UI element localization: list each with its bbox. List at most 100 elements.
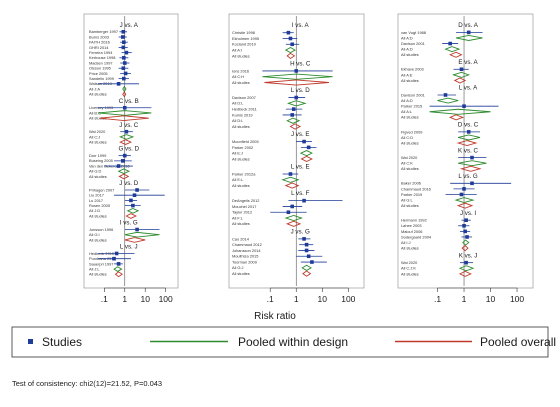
comparison-title: E vs. A xyxy=(458,59,478,66)
study-point xyxy=(462,104,466,108)
tick-label: 1 xyxy=(122,294,127,304)
pooled-overall-diamond xyxy=(122,91,127,98)
study-label: All studies xyxy=(401,78,419,83)
study-label: All studies xyxy=(401,246,419,251)
study-label: All studies xyxy=(232,183,250,188)
comparison-title: J vs. A xyxy=(120,22,139,29)
pooled-within-diamond xyxy=(451,71,471,78)
study-label: All I:J xyxy=(401,240,411,245)
pooled-within-diamond xyxy=(454,197,475,204)
study-point xyxy=(135,227,139,232)
legend: Studies Pooled within design Pooled over… xyxy=(11,326,556,358)
pooled-overall-diamond xyxy=(289,123,302,130)
study-label: All A:D xyxy=(401,35,413,40)
x-axis-1: .1 1 10 100 xyxy=(101,287,173,304)
study-point xyxy=(465,235,469,239)
pooled-within-diamond xyxy=(262,73,333,80)
study-point xyxy=(286,30,291,35)
x-axis-2: .1 1 10 100 xyxy=(267,287,356,304)
study-point xyxy=(306,145,311,150)
pooled-within-diamond xyxy=(281,176,300,183)
study-label: Kocland 2019 xyxy=(232,42,256,47)
study-point xyxy=(306,254,311,259)
pooled-within-diamond xyxy=(122,85,127,93)
study-label: All studies xyxy=(89,140,107,145)
tick-label: 1 xyxy=(462,294,467,304)
study-label: All studies xyxy=(232,80,250,85)
study-point xyxy=(443,93,448,97)
study-point xyxy=(462,187,466,191)
comparison-title: G vs. D xyxy=(118,146,139,153)
comparison-title: L vs. D xyxy=(291,87,311,94)
tick-label: 100 xyxy=(341,294,355,304)
panel-frame xyxy=(397,13,534,289)
pooled-overall-diamond xyxy=(99,115,149,121)
pooled-overall-diamond xyxy=(125,213,137,219)
study-point xyxy=(464,260,468,265)
study-label: All studies xyxy=(401,203,419,208)
study-point xyxy=(291,107,296,111)
study-label: All studies xyxy=(89,237,107,242)
study-point xyxy=(302,237,306,241)
pooled-overall-diamond xyxy=(284,182,300,189)
study-point xyxy=(462,223,466,228)
pooled-overall-diamond xyxy=(302,270,312,277)
comparison-title: J vs. G xyxy=(291,228,310,235)
study-label: Prihagen 2007 xyxy=(89,187,114,192)
pooled-within-diamond xyxy=(458,134,481,141)
study-point xyxy=(120,159,125,163)
study-label: Ekholmen 1995 xyxy=(232,36,259,41)
study-label: Wai 2020 xyxy=(401,155,418,160)
study-label: Parker 2002 xyxy=(232,145,253,150)
study-label: Madsen 1997 xyxy=(89,60,113,65)
comparison-title: H vs. C xyxy=(290,60,311,67)
study-point xyxy=(121,66,126,71)
study-label: van Vugt 1988 xyxy=(401,30,426,35)
study-label: All D:L xyxy=(232,101,244,106)
study-label: Wai 2020 xyxy=(401,260,418,265)
study-label: Davison 2001 xyxy=(401,41,425,46)
study-label: Ekhave 2003 xyxy=(401,67,424,72)
pooled-within-diamond xyxy=(444,46,461,53)
study-label: All studies xyxy=(232,156,250,161)
study-label: Olsson 1995 xyxy=(89,66,111,71)
pooled-within-diamond xyxy=(118,134,135,140)
study-label: Lu 2017 xyxy=(89,198,103,203)
study-label: All E:J xyxy=(232,151,243,156)
study-label: Moulthiza 2015 xyxy=(232,254,258,259)
study-point xyxy=(304,248,309,253)
pooled-within-diamond xyxy=(126,207,140,214)
x-axis-label: Risk ratio xyxy=(254,311,296,322)
study-label: Moonfield 2005 xyxy=(232,139,259,144)
study-point xyxy=(459,67,464,72)
study-point xyxy=(302,198,306,203)
study-point xyxy=(448,41,452,46)
study-point xyxy=(288,172,293,176)
pooled-overall-diamond xyxy=(449,51,463,58)
pooled-overall-diamond xyxy=(264,79,329,86)
study-label: Taylor 2012 xyxy=(232,210,252,215)
study-label: All C:J xyxy=(89,134,100,139)
tick-label: 10 xyxy=(140,294,150,304)
study-label: All G:D xyxy=(89,169,102,174)
study-label: All studies xyxy=(89,116,107,121)
study-point xyxy=(463,229,467,234)
study-label: Davison 2007 xyxy=(232,95,256,100)
study-point xyxy=(290,204,295,209)
study-label: Mouchel 2017 xyxy=(232,204,256,209)
